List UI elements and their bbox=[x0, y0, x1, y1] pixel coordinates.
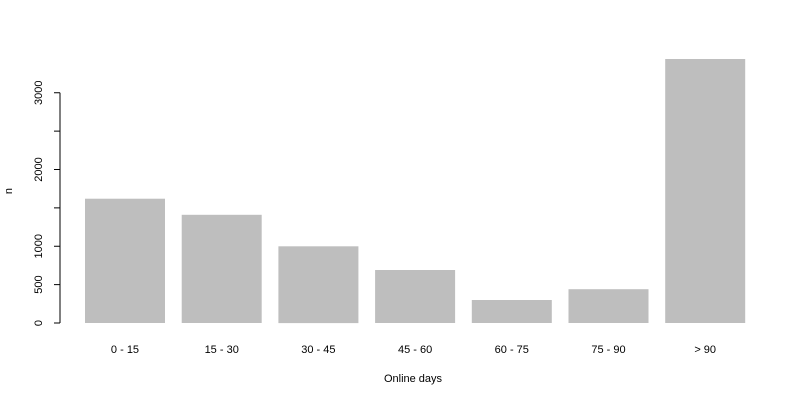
y-tick-label: 3000 bbox=[33, 81, 45, 105]
x-tick-labels: 0 - 15 15 - 30 30 - 45 45 - 60 60 - 75 75 - 9… bbox=[111, 344, 716, 356]
bar bbox=[278, 246, 359, 324]
bar bbox=[181, 214, 262, 323]
y-tick-label: 500 bbox=[33, 275, 45, 293]
bar bbox=[568, 289, 649, 323]
x-tick-label: 15 - 30 bbox=[205, 344, 239, 356]
x-tick-label: > 90 bbox=[694, 344, 716, 356]
y-axis-title: n bbox=[3, 188, 15, 194]
x-tick-label: 30 - 45 bbox=[301, 344, 335, 356]
x-axis-title: Online days bbox=[384, 373, 443, 385]
y-tick-label: 1000 bbox=[33, 234, 45, 258]
bar bbox=[85, 198, 165, 323]
x-tick-label: 75 - 90 bbox=[591, 344, 625, 356]
bars-group bbox=[85, 59, 746, 324]
y-tick-label: 0 bbox=[33, 320, 45, 326]
bar bbox=[375, 270, 456, 323]
x-tick-label: 60 - 75 bbox=[495, 344, 529, 356]
x-tick-label: 0 - 15 bbox=[111, 344, 139, 356]
bar bbox=[665, 59, 746, 323]
x-tick-label: 45 - 60 bbox=[398, 344, 432, 356]
bar bbox=[471, 300, 552, 323]
y-axis: 0 500 1000 2000 3000 bbox=[33, 81, 61, 326]
y-tick-label: 2000 bbox=[33, 157, 45, 181]
